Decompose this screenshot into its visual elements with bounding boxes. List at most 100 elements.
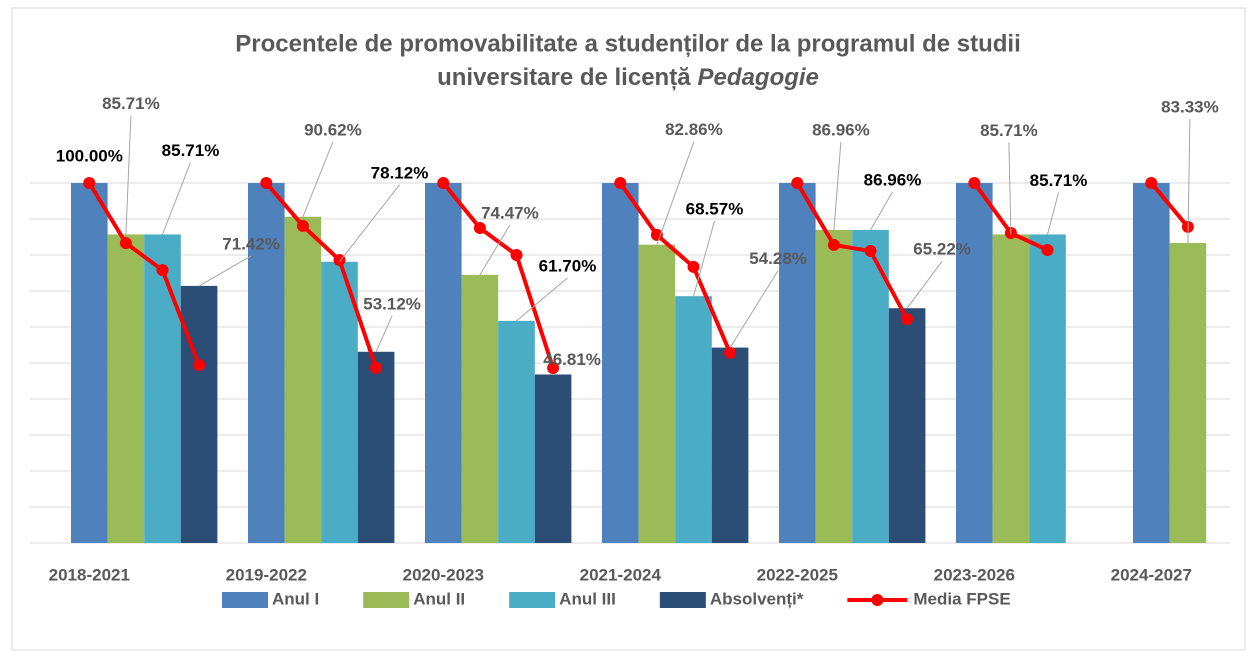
bar <box>461 274 499 543</box>
bar <box>779 183 816 543</box>
bar <box>638 244 676 544</box>
leader-line <box>125 115 132 235</box>
x-tick-label: 2022-2025 <box>757 565 838 584</box>
data-label: 86.96% <box>864 170 922 189</box>
leader-line <box>693 221 715 297</box>
data-label: 53.12% <box>363 294 421 313</box>
legend-swatch <box>509 592 556 608</box>
legend-label: Absolvenți* <box>710 589 804 608</box>
x-tick-label: 2021-2024 <box>580 565 662 584</box>
data-label: 85.71% <box>102 94 160 113</box>
leader-line <box>198 255 252 287</box>
bar <box>956 183 993 543</box>
bar <box>144 234 181 543</box>
bar <box>107 234 145 543</box>
line-marker <box>1041 243 1054 256</box>
bar <box>248 183 285 543</box>
bar <box>852 229 889 543</box>
x-tick-label: 2020-2023 <box>403 565 484 584</box>
data-label: 71.42% <box>222 234 280 253</box>
line-marker <box>193 359 206 372</box>
leader-line <box>1047 192 1059 235</box>
bar <box>992 234 1030 543</box>
line-marker <box>156 264 169 277</box>
line-marker <box>83 177 96 189</box>
legend-label: Anul I <box>272 589 319 608</box>
line-marker <box>724 346 737 359</box>
line-marker <box>119 237 132 250</box>
line <box>795 181 909 321</box>
bar <box>1133 183 1170 543</box>
data-label: 74.47% <box>481 203 539 222</box>
leader-line <box>479 224 511 276</box>
line-marker <box>437 177 450 189</box>
leader-line <box>162 162 191 235</box>
leader-line <box>516 277 568 322</box>
bar <box>425 183 462 543</box>
legend-swatch <box>659 592 706 608</box>
chart-title: universitare de licență Pedagogie <box>437 64 819 91</box>
leader-line <box>339 184 400 263</box>
bar <box>498 320 535 543</box>
leader-line <box>1187 119 1191 244</box>
line-marker <box>791 177 804 189</box>
data-label: 100.00% <box>56 146 123 165</box>
legend-label: Anul II <box>413 589 465 608</box>
data-label: 61.70% <box>539 256 597 275</box>
bar <box>602 183 639 543</box>
leader-line <box>1008 142 1012 235</box>
bar <box>888 308 926 543</box>
data-label: 90.62% <box>304 120 362 139</box>
chart-title-part: universitare de licență <box>437 64 691 91</box>
chart-title: Procentele de promovabilitate a studenți… <box>235 30 1020 57</box>
line <box>441 181 556 369</box>
bar <box>1169 243 1207 543</box>
line-marker <box>510 249 523 261</box>
line-marker <box>370 362 383 375</box>
x-tick-label: 2018-2021 <box>49 565 130 584</box>
data-label: 78.12% <box>371 163 429 182</box>
line-marker <box>687 260 700 273</box>
line-marker <box>547 362 560 375</box>
legend-swatch <box>363 592 410 608</box>
data-label: 68.57% <box>686 200 744 219</box>
data-label: 86.96% <box>812 120 870 139</box>
bar <box>357 351 395 543</box>
leader-line <box>302 141 334 217</box>
leader-line <box>870 191 893 231</box>
line-marker <box>296 219 309 232</box>
data-label: 85.71% <box>1030 171 1088 190</box>
data-label: 82.86% <box>665 120 723 139</box>
bar <box>71 183 108 543</box>
leader-line <box>906 260 943 309</box>
bar <box>711 347 749 543</box>
line-marker <box>901 313 914 326</box>
bar <box>675 296 712 543</box>
leader-line <box>729 270 779 348</box>
bar <box>180 285 218 543</box>
x-tick-label: 2024-2027 <box>1111 565 1192 584</box>
legend-marker <box>871 594 884 606</box>
line-marker <box>260 177 273 189</box>
legend-label: Anul III <box>559 589 616 608</box>
bar <box>534 374 572 543</box>
line <box>87 181 201 366</box>
line-marker <box>333 254 346 267</box>
line <box>1149 181 1190 229</box>
line-marker <box>968 177 981 189</box>
legend-swatch <box>222 592 268 608</box>
data-label: 85.71% <box>162 141 220 160</box>
line-marker <box>1145 177 1158 189</box>
data-label: 54.28% <box>749 249 807 268</box>
legend-label: Media FPSE <box>913 589 1010 608</box>
bar <box>1029 234 1066 543</box>
x-tick-label: 2023-2026 <box>934 565 1015 584</box>
bar <box>284 216 322 543</box>
line-marker <box>614 177 627 189</box>
leader-line <box>656 141 695 245</box>
data-label: 65.22% <box>913 240 971 259</box>
x-tick-label: 2019-2022 <box>226 565 307 584</box>
line-marker <box>827 238 840 251</box>
data-label: 85.71% <box>980 121 1038 140</box>
